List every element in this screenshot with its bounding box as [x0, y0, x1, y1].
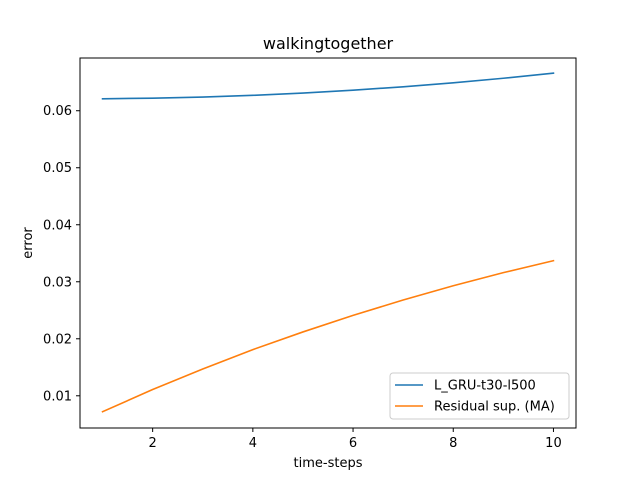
series-line-1: [101, 72, 555, 100]
x-tick-label: 4: [249, 436, 257, 451]
y-tick-label: 0.04: [43, 218, 72, 233]
y-axis-label: error: [21, 227, 36, 259]
chart-title: walkingtogether: [263, 34, 394, 53]
x-tick-label: 2: [149, 436, 157, 451]
plot-frame: [79, 57, 577, 429]
y-tick-label: 0.05: [43, 161, 72, 176]
y-tick-label: 0.01: [43, 389, 72, 404]
legend: L_GRU-t30-l500 Residual sup. (MA): [389, 372, 570, 420]
y-tick-label: 0.02: [43, 332, 72, 347]
y-tick-label: 0.06: [43, 104, 72, 119]
y-tick-label: 0.03: [43, 275, 72, 290]
series-line-2: [101, 259, 555, 413]
x-axis: 2 4 6 8 10: [149, 428, 562, 451]
legend-box: [389, 372, 570, 420]
x-tick-label: 8: [449, 436, 457, 451]
legend-label-2: Residual sup. (MA): [434, 400, 555, 415]
x-tick-label: 6: [349, 436, 357, 451]
plot-lines: [101, 72, 555, 413]
x-axis-label: time-steps: [294, 456, 363, 471]
x-tick-label: 10: [545, 436, 562, 451]
y-axis: 0.01 0.02 0.03 0.04 0.05 0.06: [43, 104, 80, 404]
legend-label-1: L_GRU-t30-l500: [434, 379, 536, 394]
